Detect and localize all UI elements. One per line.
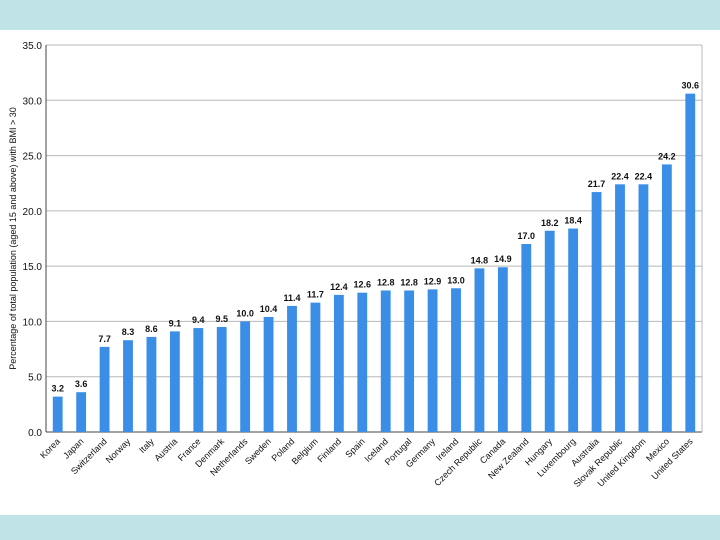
x-tick-label: Belgium — [290, 436, 320, 466]
data-label: 3.6 — [75, 379, 88, 389]
bar — [591, 192, 602, 432]
data-label: 14.8 — [471, 255, 489, 265]
bar — [615, 184, 625, 432]
bar — [263, 317, 274, 432]
bar — [497, 267, 508, 432]
data-label: 21.7 — [588, 179, 606, 189]
y-axis-label: Percentage of total population (aged 15 … — [8, 107, 18, 369]
bar — [193, 328, 204, 432]
data-label: 8.3 — [122, 327, 135, 337]
bar — [638, 184, 649, 432]
x-tick-label: Korea — [38, 436, 62, 460]
data-label: 9.4 — [192, 315, 205, 325]
y-tick-label: 15.0 — [23, 262, 43, 273]
y-tick-label: 5.0 — [28, 373, 42, 384]
bar — [99, 346, 110, 432]
data-label: 12.9 — [424, 276, 442, 286]
data-label: 12.8 — [377, 277, 395, 287]
bar — [544, 230, 555, 432]
obesity-bar-chart: 0.0 5.0 10.0 15.0 20.0 25.0 30.0 35.0 Percentage… — [8, 41, 703, 489]
data-label: 10.4 — [260, 304, 278, 314]
data-label: 22.4 — [611, 171, 629, 181]
data-label: 30.6 — [682, 81, 700, 91]
data-label: 17.0 — [518, 231, 536, 241]
bar — [240, 321, 251, 432]
x-tick-label: Italy — [137, 436, 156, 455]
bar — [685, 93, 696, 432]
bar — [310, 302, 321, 432]
slide-canvas: 0.0 5.0 10.0 15.0 20.0 25.0 30.0 35.0 Percentage… — [0, 30, 720, 515]
bar — [357, 292, 368, 432]
data-label: 18.4 — [564, 216, 582, 226]
x-tick-label: Finland — [315, 436, 343, 464]
bar — [287, 305, 297, 432]
y-tick-label: 20.0 — [23, 207, 43, 218]
bar — [427, 289, 438, 432]
data-label: 12.8 — [400, 277, 418, 287]
x-tick-label: United States — [649, 436, 695, 482]
data-label: 13.0 — [447, 275, 465, 285]
y-tick-label: 35.0 — [23, 41, 43, 52]
x-tick-label: Norway — [104, 436, 133, 465]
data-label: 22.4 — [635, 171, 653, 181]
data-label: 11.7 — [307, 290, 324, 300]
bar — [380, 290, 391, 432]
data-label: 10.0 — [236, 308, 254, 318]
data-label: 3.2 — [51, 384, 64, 394]
bar — [123, 340, 133, 432]
bar — [661, 164, 672, 432]
bar — [474, 268, 485, 432]
bar — [216, 326, 227, 432]
bar — [568, 228, 579, 432]
data-label: 24.2 — [658, 151, 676, 161]
bar — [169, 331, 180, 432]
data-label: 12.6 — [354, 280, 372, 290]
bar — [76, 392, 87, 432]
data-label: 7.7 — [98, 334, 111, 344]
y-tick-label: 25.0 — [23, 152, 43, 163]
data-label: 14.9 — [494, 254, 512, 264]
bar — [451, 288, 461, 432]
y-tick-label: 10.0 — [23, 317, 43, 328]
x-tick-label: Sweden — [243, 436, 273, 466]
x-tick-label: Austria — [152, 436, 179, 463]
bar — [146, 336, 157, 432]
bar — [333, 294, 344, 432]
data-label: 11.4 — [283, 293, 300, 303]
bar — [404, 290, 415, 432]
data-label: 18.2 — [541, 218, 559, 228]
data-label: 9.5 — [215, 314, 228, 324]
bar — [52, 396, 63, 432]
data-label: 9.1 — [169, 318, 182, 328]
y-tick-label: 30.0 — [23, 96, 43, 107]
y-tick-label: 0.0 — [28, 428, 42, 439]
bar — [521, 244, 532, 432]
data-label: 12.4 — [330, 282, 348, 292]
data-label: 8.6 — [145, 324, 158, 334]
